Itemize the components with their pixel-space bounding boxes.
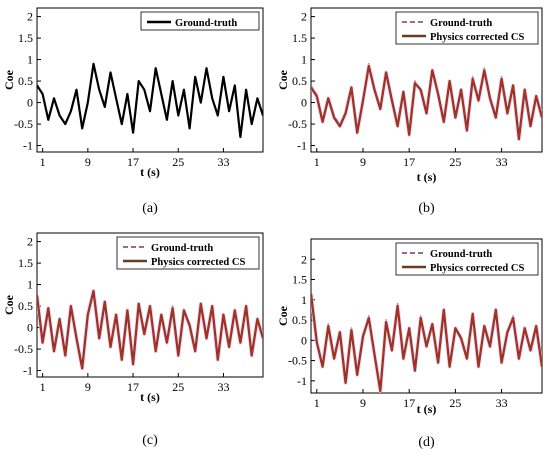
panel-d: -1 -0.5 0 0.5 1 1.5 2 1 9 17 25 33 Coe t (s) (d) Ground… xyxy=(276,238,543,450)
plot-frame xyxy=(310,7,543,153)
panel-a: -1 -0.5 0 0.5 1 1.5 2 1 9 17 25 33 Coe t (s) (a) Ground… xyxy=(2,7,264,216)
y-axis-label: Coe xyxy=(2,69,16,90)
y-tick-label: 2 xyxy=(27,235,33,249)
x-tick-label: 33 xyxy=(217,155,229,169)
panel-label: (c) xyxy=(142,433,158,448)
x-tick-label: 25 xyxy=(172,155,184,169)
legend-label: Ground-truth xyxy=(175,18,237,29)
y-tick-label: -0.5 xyxy=(14,117,33,131)
panel-label: (d) xyxy=(418,435,435,450)
y-tick-label: -1 xyxy=(297,374,307,388)
series-line-ground-truth xyxy=(37,62,263,139)
y-tick-label: 2 xyxy=(301,252,307,266)
x-tick-label: 1 xyxy=(40,155,46,169)
legend-label: Physics corrected CS xyxy=(151,257,245,268)
y-tick-label: 1.5 xyxy=(292,31,307,45)
y-tick-label: 0 xyxy=(301,333,307,347)
y-tick-label: 0 xyxy=(301,96,307,110)
x-tick-label: 9 xyxy=(85,380,91,394)
y-tick-label: 1.5 xyxy=(18,31,33,45)
panel-b: -1 -0.5 0 0.5 1 1.5 2 1 9 17 25 33 Coe t (s) (b) Ground… xyxy=(276,7,543,216)
x-tick-label: 33 xyxy=(496,396,508,410)
y-tick-label: 0.5 xyxy=(18,299,33,313)
x-tick-label: 9 xyxy=(85,155,91,169)
plot-frame xyxy=(310,238,543,394)
legend-label: Physics corrected CS xyxy=(430,32,524,43)
panel-label: (b) xyxy=(418,201,435,216)
x-tick-label: 17 xyxy=(403,155,415,169)
x-tick-label: 17 xyxy=(127,380,139,394)
y-tick-label: -1 xyxy=(23,364,33,378)
y-tick-label: 1 xyxy=(301,53,307,67)
x-axis-label: t (s) xyxy=(140,390,160,404)
y-tick-label: 0.5 xyxy=(292,313,307,327)
x-tick-label: 9 xyxy=(360,155,366,169)
legend-label: Ground-truth xyxy=(430,249,492,260)
y-tick-label: -0.5 xyxy=(14,342,33,356)
series-overlay-line xyxy=(311,293,542,392)
y-tick-label: -1 xyxy=(297,139,307,153)
y-tick-label: 1.5 xyxy=(18,256,33,270)
y-axis-label: Coe xyxy=(276,305,290,326)
x-tick-label: 25 xyxy=(449,396,461,410)
legend-label: Ground-truth xyxy=(430,18,492,29)
y-tick-label: 1 xyxy=(27,278,33,292)
series-overlay-line xyxy=(37,290,263,369)
x-tick-label: 1 xyxy=(314,396,320,410)
panel-c: -1 -0.5 0 0.5 1 1.5 2 1 9 17 25 33 Coe t (s) (c) Ground… xyxy=(2,232,264,448)
y-tick-label: 2 xyxy=(301,10,307,24)
y-tick-label: 0 xyxy=(27,96,33,110)
legend xyxy=(140,11,260,31)
y-axis-label: Coe xyxy=(2,294,16,315)
y-tick-label: 1.5 xyxy=(292,273,307,287)
y-tick-label: 0.5 xyxy=(292,74,307,88)
x-tick-label: 1 xyxy=(40,380,46,394)
x-tick-label: 9 xyxy=(360,396,366,410)
y-tick-label: 0.5 xyxy=(18,74,33,88)
x-tick-label: 17 xyxy=(127,155,139,169)
y-tick-label: -0.5 xyxy=(288,117,307,131)
series-overlay-line xyxy=(311,65,542,140)
x-tick-label: 33 xyxy=(217,380,229,394)
legend xyxy=(395,11,539,45)
legend xyxy=(395,242,539,276)
x-tick-label: 17 xyxy=(403,396,415,410)
plot-frame xyxy=(36,7,264,153)
y-tick-label: 0 xyxy=(27,321,33,335)
series-line-physics-corrected-cs xyxy=(37,289,263,370)
series-halo xyxy=(311,64,542,142)
series-halo xyxy=(37,289,263,371)
y-tick-label: -0.5 xyxy=(288,354,307,368)
y-tick-label: 1 xyxy=(301,293,307,307)
legend-label: Physics corrected CS xyxy=(430,263,524,274)
panel-label: (a) xyxy=(142,201,158,216)
x-axis-label: t (s) xyxy=(140,165,160,179)
legend xyxy=(116,236,260,270)
x-tick-label: 33 xyxy=(496,155,508,169)
y-tick-label: 2 xyxy=(27,10,33,24)
series-line-ground-truth xyxy=(37,288,263,368)
x-tick-label: 25 xyxy=(172,380,184,394)
y-tick-label: 1 xyxy=(27,53,33,67)
y-axis-label: Coe xyxy=(276,69,290,90)
x-axis-label: t (s) xyxy=(417,170,437,184)
x-tick-label: 1 xyxy=(314,155,320,169)
y-tick-label: -1 xyxy=(23,139,33,153)
legend-label: Ground-truth xyxy=(151,243,213,254)
x-axis-label: t (s) xyxy=(417,402,437,416)
x-tick-label: 25 xyxy=(449,155,461,169)
